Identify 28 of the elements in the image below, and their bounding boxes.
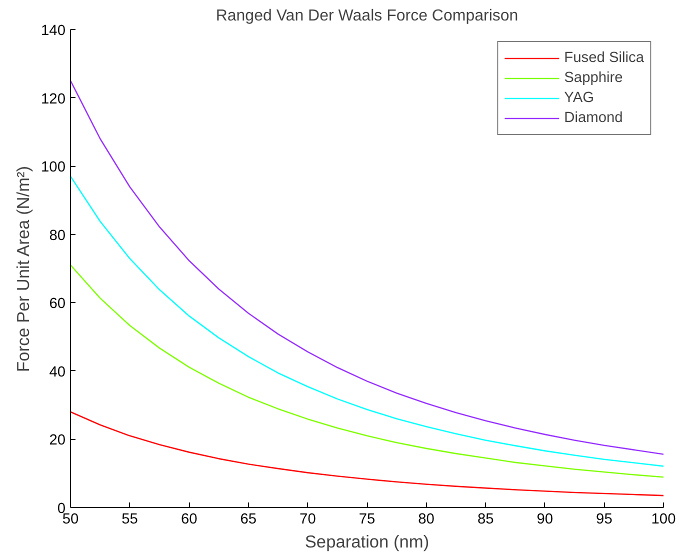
- x-tick-label: 80: [418, 512, 434, 528]
- x-tick-label: 90: [536, 512, 554, 528]
- y-tick-label: 40: [49, 364, 66, 380]
- y-tick-label: 80: [49, 228, 66, 244]
- y-tick-label: 20: [49, 432, 66, 449]
- y-tick-label: 140: [41, 23, 66, 39]
- y-axis-title: Force Per Unit Area (N/m²): [13, 166, 34, 372]
- legend-label: Diamond: [564, 110, 623, 126]
- y-tick-label: 60: [49, 296, 66, 312]
- legend-label: Sapphire: [564, 70, 623, 86]
- x-tick-label: 65: [240, 512, 257, 528]
- line-series: [70, 176, 664, 467]
- legend-label: Fused Silica: [564, 50, 644, 66]
- y-tick-label: 100: [41, 160, 66, 176]
- line-series: [70, 411, 664, 496]
- x-tick-label: 70: [300, 512, 316, 528]
- x-tick-label: 100: [651, 512, 676, 528]
- y-tick-label: 120: [41, 91, 66, 108]
- x-tick-label: 75: [358, 512, 376, 528]
- x-tick-label: 50: [62, 512, 79, 528]
- legend-label: YAG: [564, 90, 594, 106]
- x-tick-label: 55: [122, 512, 138, 528]
- chart-title: Ranged Van Der Waals Force Comparison: [216, 8, 518, 24]
- line-series: [70, 264, 664, 478]
- x-tick-label: 95: [596, 512, 612, 528]
- x-tick-label: 60: [180, 512, 198, 528]
- x-tick-label: 85: [477, 512, 494, 528]
- x-axis-title: Separation (nm): [304, 532, 430, 552]
